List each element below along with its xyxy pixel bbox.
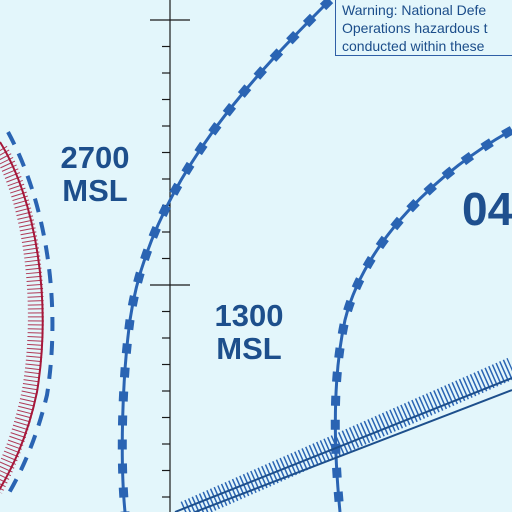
class-d-boundary-right — [330, 126, 512, 512]
hatched-corridor — [174, 357, 512, 512]
altitude-unit: MSL — [216, 330, 282, 366]
warning-line: Warning: National Defe — [342, 2, 487, 18]
restricted-area-boundary — [0, 131, 55, 500]
class-d-boundary-middle — [117, 0, 334, 512]
warning-line: Operations hazardous t — [342, 20, 488, 36]
altitude-label-1300: 1300 MSL — [204, 298, 294, 366]
partial-number-label: 04 — [462, 183, 512, 235]
altitude-unit: MSL — [62, 172, 128, 208]
altitude-value: 1300 — [214, 298, 284, 333]
altitude-label-2700: 2700 MSL — [52, 140, 138, 208]
warning-line: conducted within these — [342, 38, 485, 54]
warning-box: Warning: National Defe Operations hazard… — [335, 0, 512, 56]
altitude-value: 2700 — [60, 140, 130, 175]
